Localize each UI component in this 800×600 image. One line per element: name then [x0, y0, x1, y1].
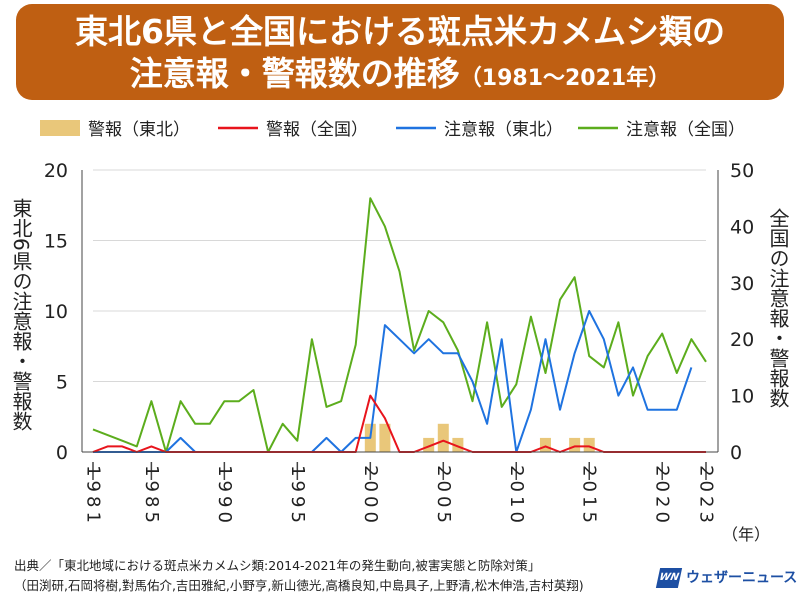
series-line-2 — [93, 310, 693, 453]
lines — [92, 197, 707, 453]
legend-label-1: 警報（全国） — [266, 120, 368, 140]
left-tick-15: 15 — [44, 231, 68, 253]
right-tick-30: 30 — [730, 273, 754, 295]
bar-2014 — [569, 437, 581, 452]
legend-label-2: 注意報（東北） — [444, 120, 563, 140]
legend-label-3: 注意報（全国） — [626, 120, 745, 140]
brand-name: ウェザーニュース — [686, 570, 798, 586]
year-unit-label: （年） — [722, 525, 770, 544]
authors-line: （田渕研,石岡将樹,對馬佑介,吉田雅紀,小野亨,新山徳光,高橋良知,中島具子,上… — [14, 578, 584, 593]
series-line-3 — [92, 197, 707, 453]
bar-2012 — [539, 437, 551, 452]
grid — [93, 169, 706, 382]
legend: 警報（東北） 警報（全国） 注意報（東北） 注意報（全国） — [40, 120, 745, 140]
x-tick-label-1995: 1995 — [287, 465, 308, 527]
left-tick-20: 20 — [44, 160, 68, 182]
right-tick-10: 10 — [730, 386, 754, 408]
title-line-1: 東北6県と全国における斑点米カメムシ類の — [75, 12, 725, 51]
title-line-2-sub: （1981〜2021年） — [459, 66, 671, 91]
x-tick-label-2023: 2023 — [696, 465, 717, 527]
series-line-1 — [92, 394, 706, 453]
right-tick-40: 40 — [730, 216, 754, 238]
title-line-2: 注意報・警報数の推移（1981〜2021年） — [16, 54, 784, 99]
bar-2001 — [379, 423, 391, 452]
legend-label-0: 警報（東北） — [88, 120, 190, 140]
left-tick-5: 5 — [56, 372, 68, 394]
weathernews-logo: WN — [655, 568, 683, 588]
bar-2005 — [437, 423, 449, 452]
right-tick-50: 50 — [730, 160, 754, 182]
x-tick-label-1981: 1981 — [83, 465, 104, 527]
x-tick-label-1985: 1985 — [141, 465, 162, 527]
source-line: 出典／「東北地域における斑点米カメムシ類:2014-2021年の発生動向,被害実… — [14, 558, 541, 573]
right-tick-0: 0 — [730, 442, 742, 464]
axes — [81, 170, 719, 453]
left-tick-0: 0 — [56, 442, 68, 464]
x-tick-label-2020: 2020 — [652, 465, 673, 527]
axis-labels: 0 5 10 15 20 0 10 20 30 40 50 1981 1985 1990 1995 2000 2… — [9, 160, 790, 544]
bars-series — [364, 423, 595, 452]
left-axis-label: 東北6県の注意報・警報数 — [9, 198, 33, 431]
bar-2015 — [583, 437, 595, 452]
bar-2004 — [423, 437, 435, 452]
bar-2006 — [452, 437, 464, 452]
x-tick-label-2005: 2005 — [433, 465, 454, 527]
x-tick-label-2015: 2015 — [579, 465, 600, 527]
right-tick-20: 20 — [730, 329, 754, 351]
title-line-2-main: 注意報・警報数の推移 — [129, 54, 460, 93]
x-tick-label-2010: 2010 — [506, 465, 527, 527]
right-axis-label: 全国の注意報・警報数 — [766, 208, 790, 408]
legend-swatch-0 — [40, 120, 80, 136]
left-tick-10: 10 — [44, 301, 68, 323]
title-banner: 東北6県と全国における斑点米カメムシ類の 注意報・警報数の推移（1981〜202… — [16, 4, 784, 100]
x-tick-label-1990: 1990 — [214, 465, 235, 527]
x-tick-label-2000: 2000 — [360, 465, 381, 527]
